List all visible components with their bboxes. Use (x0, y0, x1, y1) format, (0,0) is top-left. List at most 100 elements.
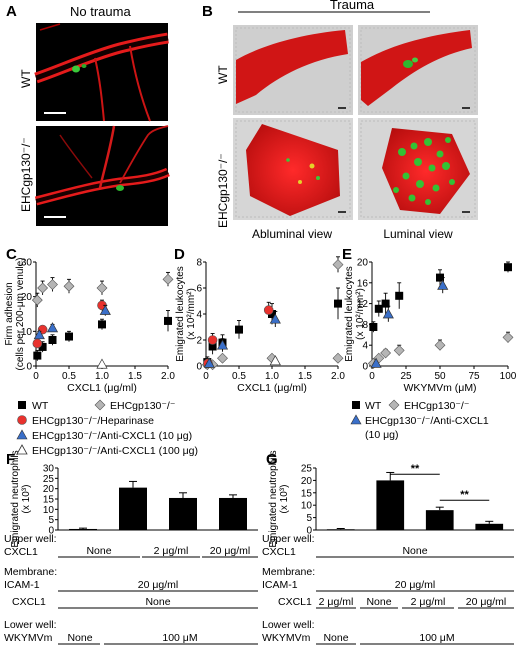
marker-triangle (216, 339, 229, 350)
table-f-cell: None (145, 596, 170, 608)
y-tick-label: 0 (196, 362, 202, 373)
y-tick-label: 15 (43, 495, 55, 506)
marker-triangle (203, 357, 215, 368)
panel-letter-e: E (342, 246, 352, 263)
panel-a-header: No trauma (70, 4, 131, 19)
legend-label: EHCgp130⁻/⁻ (404, 400, 470, 412)
legend-item-wt: WT (352, 400, 382, 412)
bar (475, 523, 504, 530)
table-f-cell: 2 μg/ml (154, 545, 189, 557)
table-g-cell: 20 μg/ml (395, 579, 435, 591)
legend-label: EHCgp130⁻/⁻/Anti-CXCL1 (10 μg) (32, 430, 192, 442)
table-g-membrane-label: Membrane: (262, 566, 315, 578)
table-f-membrane-cxcl1: CXCL1 (12, 596, 46, 608)
table-g-membrane-cxcl1: CXCL1 (278, 596, 312, 608)
bar (169, 497, 197, 530)
panel-a-row-label-wt: WT (19, 69, 33, 88)
y-axis-label: Emigrated neutrophils (10, 450, 21, 547)
x-tick-label: 1.0 (265, 371, 279, 382)
table-f-upper-sub: CXCL1 (4, 546, 38, 558)
y-tick-label: 0 (26, 362, 32, 373)
marker-square (381, 299, 390, 308)
x-axis-label: CXCL1 (μg/ml) (237, 382, 307, 394)
y-axis-label-units: (x 10³) (21, 485, 32, 514)
panel-letter-c: C (6, 246, 17, 263)
marker-triangle (96, 358, 108, 369)
legend-item-wt: WT (18, 400, 49, 412)
legend-cd: WT EHCgp130⁻/⁻ EHCgp130⁻/⁻/Heparinase EH… (16, 399, 198, 457)
x-tick-label: 50 (434, 371, 446, 382)
table-f-lower-label: Lower well: (4, 619, 57, 631)
table-f: Upper well: CXCL1 None 2 μg/ml 20 μg/ml … (4, 533, 258, 645)
table-g-cell: 2 μg/ml (319, 596, 354, 608)
marker-triangle (437, 279, 449, 290)
panel-a-row-label-ehc: EHCgp130⁻/⁻ (19, 137, 33, 212)
x-tick-label: 2.0 (331, 371, 345, 382)
marker-square (98, 320, 106, 329)
legend-label: EHCgp130⁻/⁻/Heparinase (32, 415, 154, 427)
x-tick-label: 100 (500, 371, 517, 382)
marker-triangle (46, 322, 59, 333)
marker-diamond (502, 331, 514, 343)
x-tick-label: 0.5 (62, 371, 76, 382)
bar (219, 497, 247, 530)
y-axis-label: Emigrated leukocytes (175, 266, 186, 362)
marker-triangle (33, 329, 45, 340)
y-tick-label: 8 (196, 258, 202, 269)
panel-b-image-wt-luminal (358, 25, 478, 115)
panel-b-caption-luminal: Luminal view (383, 227, 453, 241)
y-tick-label: 30 (43, 464, 55, 475)
panel-a-image-ehc (34, 125, 170, 226)
marker-square (369, 323, 378, 331)
y-tick-label: 30 (21, 258, 33, 269)
y-axis-label-units: (x 10²/mm²) (355, 288, 366, 340)
marker-diamond (380, 347, 392, 359)
legend-item-heparinase: EHCgp130⁻/⁻/Heparinase (17, 415, 154, 427)
marker-diamond (37, 282, 49, 294)
legend-item-anti-cxcl1-10: EHCgp130⁻/⁻/Anti-CXCL1 (10 μg) (16, 429, 192, 442)
marker-diamond (162, 273, 174, 285)
y-tick-label: 10 (301, 501, 313, 512)
y-tick-label: 5 (48, 515, 54, 526)
table-g-membrane-sub: ICAM-1 (262, 579, 298, 591)
panel-letter-f: F (6, 451, 15, 468)
y-tick-label: 5 (306, 513, 312, 524)
y-tick-label: 0 (362, 362, 368, 373)
y-tick-label: 6 (196, 284, 202, 295)
marker-square (436, 273, 444, 282)
y-tick-label: 8 (362, 320, 368, 331)
y-tick-label: 20 (43, 484, 55, 495)
marker-square (504, 263, 512, 272)
marker-diamond (96, 282, 108, 294)
y-tick-label: 20 (21, 292, 33, 303)
y-tick-label: 2 (196, 336, 202, 347)
significance-marker: ** (460, 489, 469, 501)
y-axis-label: Emigrated leukocytes (344, 266, 355, 362)
y-tick-label: 25 (43, 474, 55, 485)
marker-diamond (434, 339, 446, 351)
legend-label: WT (32, 400, 49, 412)
panel-letter-g: G (266, 451, 278, 468)
y-tick-label: 0 (306, 526, 312, 537)
marker-square (235, 325, 243, 334)
table-f-membrane-sub: ICAM-1 (4, 579, 40, 591)
x-tick-label: 2.0 (161, 371, 175, 382)
bar (119, 487, 147, 530)
y-tick-label: 10 (43, 505, 55, 516)
x-tick-label: 0.5 (232, 371, 246, 382)
marker-diamond (332, 352, 344, 364)
table-g-lower-label: Lower well: (262, 619, 315, 631)
table-f-cell: None (67, 632, 92, 644)
panel-b-header: Trauma (330, 0, 375, 12)
table-g-upper-sub: CXCL1 (262, 546, 296, 558)
y-tick-label: 25 (301, 464, 313, 475)
legend-label: WT (365, 400, 382, 412)
bar (425, 510, 454, 530)
panel-b-row-label-wt: WT (216, 65, 230, 84)
chart-d: 0 2 4 6 8 Emigrated leukocytes (x 10²/mm²) 0 0.5… (175, 256, 345, 394)
marker-diamond (63, 280, 75, 292)
y-axis-label: Emigrated neutrophils (268, 450, 279, 547)
